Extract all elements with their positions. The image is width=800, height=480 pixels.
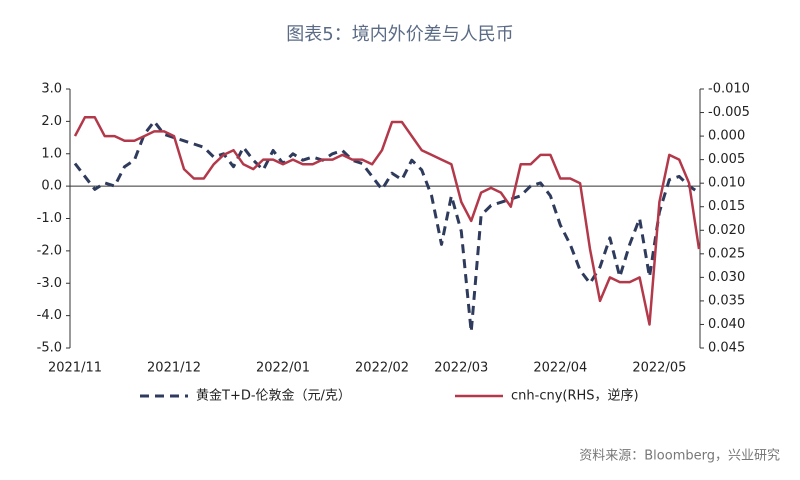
x-tick-label: 2021/11 (48, 361, 102, 376)
y-tick-label: -4.0 (37, 308, 62, 323)
x-tick-label: 2022/04 (533, 361, 587, 376)
x-tick-label: 2022/01 (256, 361, 310, 376)
legend-label: cnh-cny(RHS，逆序) (511, 388, 639, 404)
y-tick-label: 3.0 (41, 82, 62, 97)
x-tick-label: 2022/05 (632, 361, 686, 376)
y2-tick-label: 0.020 (708, 223, 745, 238)
y2-tick-label: 0.010 (708, 176, 745, 191)
y2-tick-label: 0.000 (708, 129, 745, 144)
x-tick-label: 2021/12 (147, 361, 201, 376)
y2-tick-label: 0.045 (708, 341, 745, 356)
y2-tick-label: 0.035 (708, 293, 745, 308)
chart-title: 图表5：境内外价差与人民币 (286, 24, 513, 45)
y2-tick-label: -0.010 (708, 82, 750, 97)
y-tick-label: -3.0 (37, 276, 62, 291)
y-tick-label: -1.0 (37, 211, 62, 226)
y2-tick-label: 0.015 (708, 199, 745, 214)
data-line (73, 116, 701, 326)
y2-tick-label: 0.040 (708, 317, 745, 332)
y-tick-label: 0.0 (41, 179, 62, 194)
y-tick-label: -5.0 (37, 341, 62, 356)
y2-tick-label: 0.025 (708, 246, 745, 261)
y-tick-label: -2.0 (37, 243, 62, 258)
x-tick-label: 2022/03 (434, 361, 488, 376)
y2-tick-label: 0.005 (708, 152, 745, 167)
y-tick-label: 1.0 (41, 146, 62, 161)
y2-tick-label: -0.005 (708, 105, 750, 120)
source-note: 资料来源：Bloomberg，兴业研究 (579, 449, 780, 464)
y-tick-label: 2.0 (41, 114, 62, 129)
data-line (73, 119, 700, 334)
x-tick-label: 2022/02 (355, 361, 409, 376)
legend-label: 黄金T+D-伦敦金（元/克） (196, 388, 351, 404)
y2-tick-label: 0.030 (708, 270, 745, 285)
